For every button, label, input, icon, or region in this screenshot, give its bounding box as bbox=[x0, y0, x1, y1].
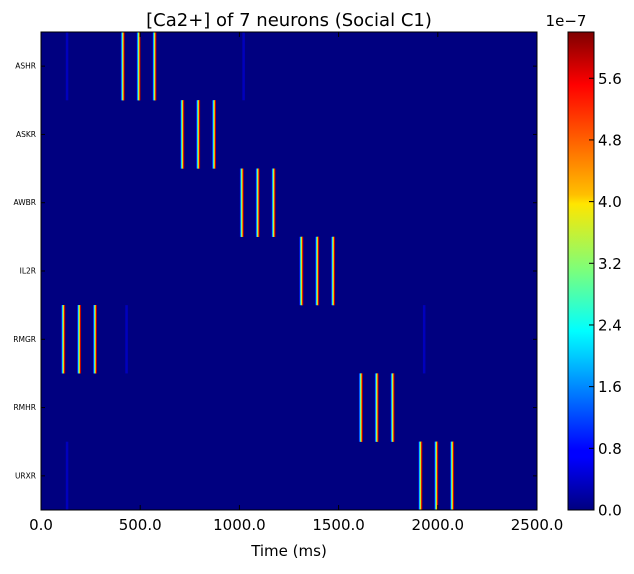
faint-activity-mark bbox=[422, 305, 426, 374]
y-tick-label: ASHR bbox=[15, 62, 36, 71]
y-tick-label: AWBR bbox=[14, 198, 37, 207]
calcium-spike bbox=[120, 32, 125, 101]
calcium-spike bbox=[152, 32, 157, 101]
x-axis: 0.0 500.0 1000.0 1500.0 2000.0 2500.0 bbox=[29, 32, 563, 534]
y-tick-label: URXR bbox=[15, 471, 36, 480]
faint-activity-mark bbox=[65, 32, 69, 101]
calcium-spike bbox=[255, 168, 260, 237]
spike-segment bbox=[199, 100, 201, 169]
calcium-spike bbox=[77, 305, 82, 374]
spike-segment bbox=[274, 168, 276, 237]
spike-segment bbox=[302, 236, 304, 306]
y-tick-label: IL2R bbox=[20, 267, 36, 276]
colorbar: 0.0 0.8 1.6 2.4 3.2 4.0 4.8 5.6 bbox=[567, 31, 622, 520]
calcium-spike bbox=[196, 100, 201, 169]
spike-segment bbox=[318, 236, 320, 306]
colorbar-tick-label: 5.6 bbox=[598, 70, 622, 88]
calcium-spike bbox=[374, 373, 379, 442]
calcium-spike bbox=[450, 441, 455, 510]
calcium-spike bbox=[271, 168, 276, 237]
spike-segment bbox=[243, 168, 244, 237]
x-tick-label: 2000.0 bbox=[412, 516, 465, 534]
spike-segment bbox=[80, 305, 82, 374]
colorbar-tick-label: 4.0 bbox=[598, 193, 622, 211]
x-axis-label: Time (ms) bbox=[250, 542, 327, 560]
calcium-spike bbox=[331, 236, 336, 306]
spike-segment bbox=[421, 441, 423, 510]
faint-activity-mark bbox=[65, 441, 69, 510]
colorbar-tick-label: 2.4 bbox=[598, 316, 622, 334]
calcium-spike bbox=[92, 305, 97, 374]
x-tick-label: 1000.0 bbox=[213, 516, 266, 534]
calcium-spike bbox=[299, 236, 304, 306]
colorbar-tick-label: 0.0 bbox=[598, 502, 622, 520]
faint-activity-mark bbox=[242, 32, 245, 101]
colorbar-exponent-label: 1e−7 bbox=[546, 12, 587, 30]
calcium-spike bbox=[418, 441, 423, 510]
y-axis: ASHR ASKR AWBR IL2R RMGR RMHR URXR bbox=[13, 62, 537, 480]
colorbar-gradient bbox=[567, 31, 595, 511]
x-tick-label: 0.0 bbox=[29, 516, 53, 534]
calcium-spike bbox=[136, 32, 141, 101]
calcium-spike bbox=[239, 168, 244, 237]
x-tick-label: 1500.0 bbox=[312, 516, 365, 534]
spike-segment bbox=[393, 373, 395, 442]
chart-title: [Ca2+] of 7 neurons (Social C1) bbox=[146, 10, 432, 31]
calcium-spike bbox=[180, 100, 185, 169]
y-tick-label: ASKR bbox=[16, 130, 36, 139]
calcium-spike bbox=[315, 236, 320, 306]
calcium-spike bbox=[358, 373, 363, 442]
spike-segment bbox=[259, 168, 260, 237]
y-tick-label: RMGR bbox=[13, 335, 36, 344]
calcium-spike bbox=[434, 441, 439, 510]
spike-segment bbox=[96, 305, 97, 374]
spike-segment bbox=[64, 305, 66, 374]
spike-segment bbox=[378, 373, 379, 442]
spike-segment bbox=[155, 32, 157, 101]
spike-segment bbox=[453, 441, 455, 510]
colorbar-tick-label: 3.2 bbox=[598, 255, 622, 273]
x-tick-label: 2500.0 bbox=[511, 516, 564, 534]
colorbar-tick-label: 1.6 bbox=[598, 378, 622, 396]
colorbar-tick-label: 0.8 bbox=[598, 440, 622, 458]
spike-segment bbox=[139, 32, 141, 101]
spike-segment bbox=[334, 236, 336, 306]
calcium-spike bbox=[212, 100, 216, 169]
spike-segment bbox=[362, 373, 363, 442]
spike-segment bbox=[215, 100, 216, 169]
plot-area bbox=[40, 31, 538, 511]
calcium-spike bbox=[390, 373, 395, 442]
x-tick-label: 500.0 bbox=[119, 516, 162, 534]
calcium-spike bbox=[61, 305, 66, 374]
spike-segment bbox=[124, 32, 125, 101]
spike-segment bbox=[437, 441, 439, 510]
faint-activity-mark bbox=[125, 305, 128, 374]
colorbar-tick-label: 4.8 bbox=[598, 131, 622, 149]
heatmap-background bbox=[41, 32, 537, 510]
spike-segment bbox=[183, 100, 185, 169]
y-tick-label: RMHR bbox=[13, 403, 36, 412]
